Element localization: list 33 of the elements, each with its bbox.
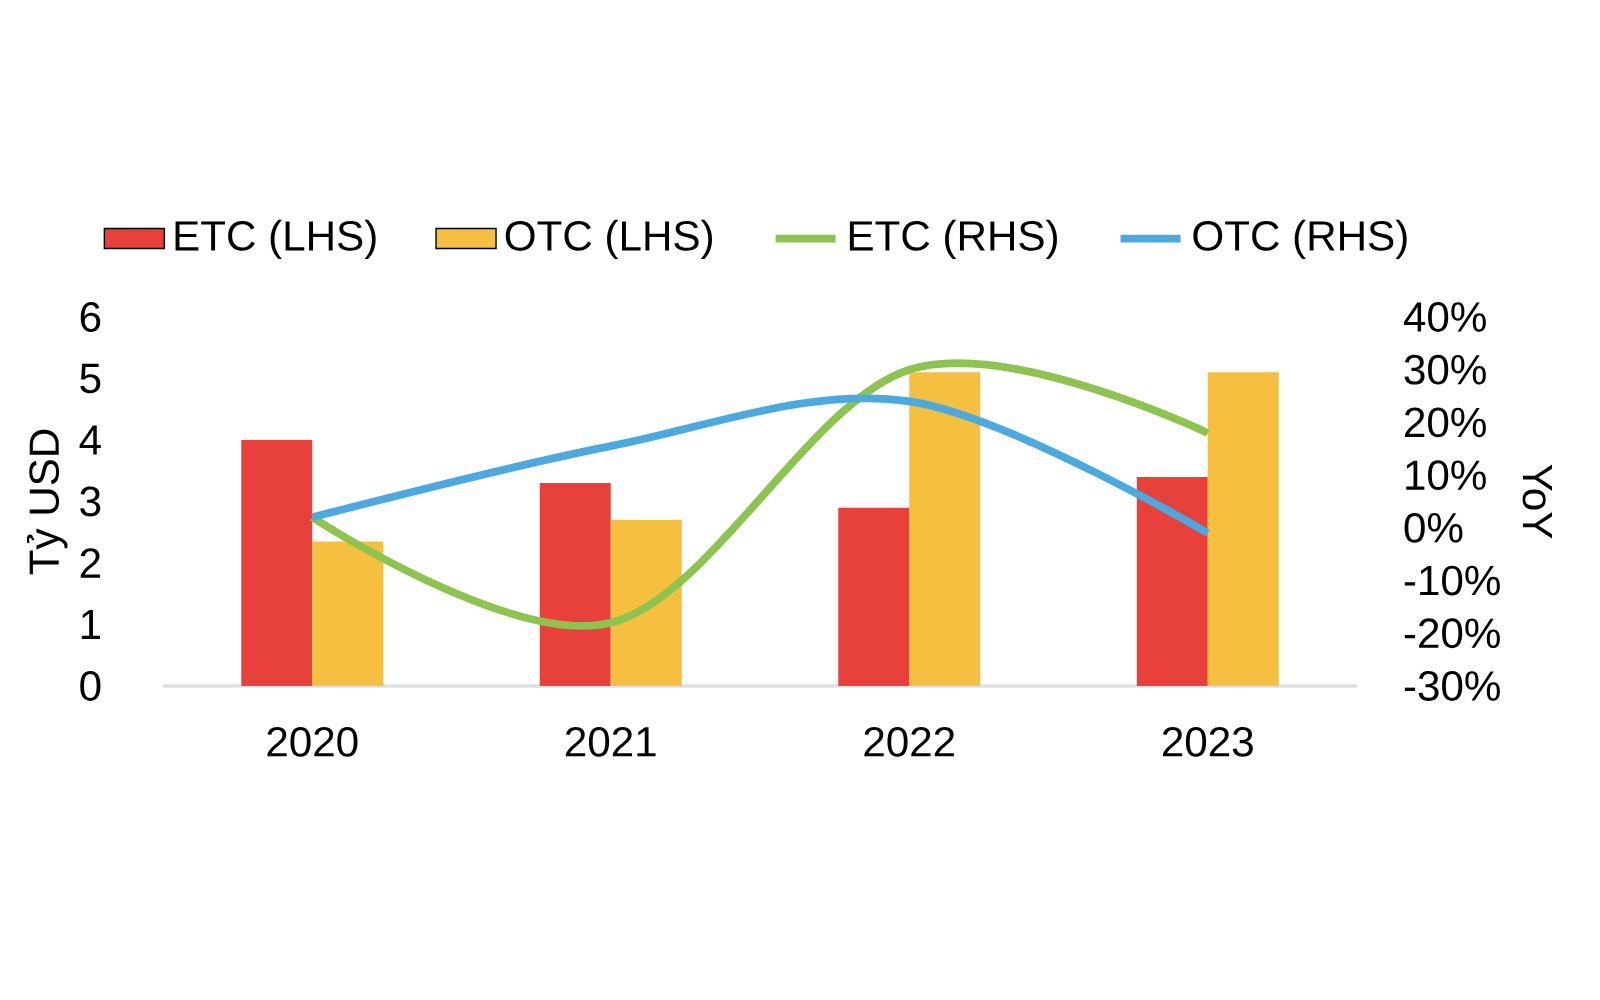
y2-tick-label: 0% <box>1404 512 1463 543</box>
y2-tick-label: 30% <box>1404 354 1486 385</box>
bar <box>610 519 682 686</box>
y-tick-label: 4 <box>79 425 101 455</box>
y-tick-label: 0 <box>80 671 101 701</box>
bar <box>838 507 910 686</box>
y-tick-label: 1 <box>81 610 101 639</box>
y2-axis-title: YoY <box>1522 464 1552 539</box>
y-axis-title: Tỷ USD <box>26 429 68 575</box>
x-tick-label: 2022 <box>864 726 955 757</box>
y2-tick-label: -30% <box>1404 671 1500 701</box>
legend-label: OTC (LHS) <box>505 219 712 260</box>
bar <box>241 439 313 686</box>
bar <box>1207 372 1279 686</box>
legend-label: ETC (LHS) <box>175 219 376 260</box>
bar <box>909 372 981 686</box>
y2-tick-label: 10% <box>1406 460 1486 491</box>
y-tick-label: 6 <box>80 302 101 332</box>
x-tick-label: 2021 <box>565 726 656 757</box>
y2-tick-label: 20% <box>1405 407 1486 438</box>
y2-tick-label: -20% <box>1404 618 1500 649</box>
y2-tick-label: 40% <box>1403 302 1486 332</box>
legend-label: OTC (RHS) <box>1193 219 1407 260</box>
bar <box>312 541 384 686</box>
bar <box>539 483 611 686</box>
legend-label: ETC (RHS) <box>849 219 1057 260</box>
y-tick-label: 5 <box>80 363 101 394</box>
y-tick-label: 3 <box>80 486 101 517</box>
y2-tick-label: -10% <box>1404 565 1500 596</box>
bar <box>1136 476 1208 686</box>
x-tick-label: 2020 <box>267 726 358 757</box>
x-tick-label: 2023 <box>1162 726 1253 757</box>
y-tick-label: 2 <box>80 548 100 578</box>
